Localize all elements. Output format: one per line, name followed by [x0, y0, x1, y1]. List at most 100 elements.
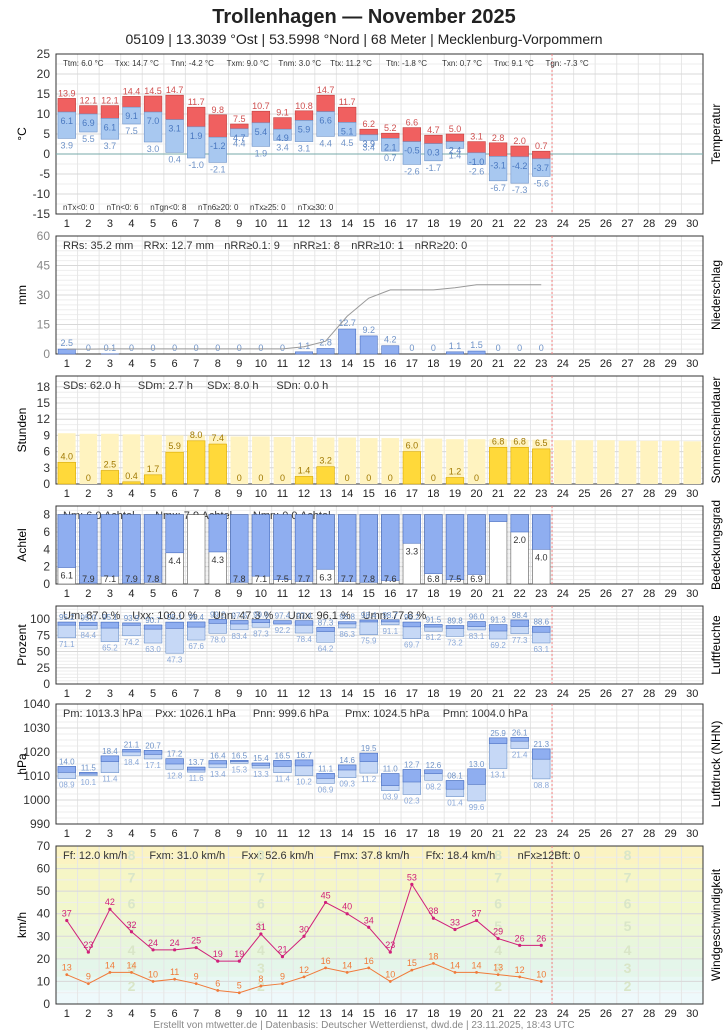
tmin-bar	[208, 136, 227, 163]
tmin-label: -1.7	[426, 163, 442, 173]
y-tick-label: 12	[37, 412, 51, 426]
mean-wind-label: 12	[515, 965, 525, 975]
pressure-max-label: 20.7	[145, 741, 161, 750]
cloud-bar	[57, 514, 76, 568]
x-tick-label: 20	[470, 218, 482, 230]
sun-label: 0	[237, 473, 242, 483]
cloud-label: 7.9	[82, 574, 95, 584]
cloud-label: 0.0	[190, 574, 203, 584]
x-tick-label: 25	[578, 488, 590, 500]
x-tick-label: 15	[363, 588, 375, 600]
humidity-upper-bar	[445, 625, 465, 629]
pressure-min-label: 08.9	[59, 781, 75, 790]
gust-label: 19	[213, 949, 223, 959]
tmin-bar	[165, 119, 184, 153]
x-tick-label: 18	[427, 358, 439, 370]
stat-label: Fxx: 52.6 km/h	[241, 850, 313, 862]
tmax-label: 3.1	[470, 132, 483, 142]
humidity-max-label: 87.3	[318, 618, 334, 627]
pressure-min-label: 99.6	[469, 803, 485, 812]
gust-point	[323, 900, 328, 905]
pressure-upper-bar	[532, 748, 551, 760]
cloud-label: 6.8	[427, 574, 440, 584]
gust-label: 37	[62, 908, 72, 918]
x-tick-label: 23	[535, 218, 547, 230]
sun-bar	[510, 446, 529, 485]
sun-bar	[532, 448, 551, 485]
x-tick-label: 14	[341, 218, 353, 230]
beaufort-label: 7	[128, 870, 136, 886]
possible-sun-bar	[467, 439, 486, 484]
gust-label: 19	[234, 949, 244, 959]
beaufort-label: 2	[494, 978, 502, 994]
x-tick-label: 1	[64, 488, 70, 500]
x-tick-label: 28	[643, 1008, 655, 1020]
mean-wind-point	[65, 973, 69, 977]
x-tick-label: 1	[64, 358, 70, 370]
sun-label: 0	[474, 473, 479, 483]
x-tick-label: 6	[172, 488, 178, 500]
plot-frame	[55, 375, 704, 485]
humidity-min-label: 77.3	[512, 636, 528, 645]
x-tick-label: 16	[384, 588, 396, 600]
plot-frame	[55, 845, 704, 1005]
y-tick-label: 15	[37, 396, 51, 410]
x-tick-label: 13	[319, 828, 331, 840]
gust-label: 26	[515, 933, 525, 943]
tmax-label: 6.6	[406, 118, 419, 128]
cloud-bar	[445, 514, 465, 580]
gust-point	[367, 925, 371, 929]
count-label: nTn6≥20: 0	[198, 203, 239, 212]
pressure-upper-bar	[100, 755, 120, 762]
x-tick-label: 7	[193, 488, 199, 500]
x-tick-label: 5	[150, 828, 156, 840]
x-tick-label: 9	[236, 828, 242, 840]
y-tick-label: -5	[39, 167, 50, 181]
y-tick-label: 8	[43, 508, 50, 522]
plot-frame	[55, 53, 704, 215]
mean-wind-label: 8	[258, 974, 263, 984]
rain-label: 2.8	[319, 337, 332, 347]
x-tick-label: 20	[470, 488, 482, 500]
mean-wind-point	[345, 971, 349, 974]
sun-label: 2.5	[104, 460, 117, 470]
cloud-bar	[294, 514, 314, 582]
x-tick-label: 18	[427, 688, 439, 700]
x-tick-label: 29	[665, 358, 677, 370]
x-tick-label: 23	[535, 488, 547, 500]
tmax-label: 10.7	[252, 101, 270, 111]
possible-sun-bar	[618, 440, 637, 484]
beaufort-label: 6	[257, 896, 265, 912]
x-tick-label: 2	[85, 488, 91, 500]
x-tick-label: 17	[406, 488, 418, 500]
x-tick-label: 9	[236, 358, 242, 370]
tmax-bar	[488, 142, 508, 157]
humidity-upper-bar	[424, 624, 443, 628]
mean-wind-point	[173, 977, 177, 981]
x-tick-label: 14	[341, 828, 353, 840]
x-tick-label: 6	[172, 588, 178, 600]
y-tick-label: 6	[43, 445, 50, 459]
rain-label: 0	[517, 343, 522, 353]
tmax-label: 14.7	[317, 85, 335, 95]
cloud-bar	[532, 514, 551, 550]
humidity-min-label: 65.2	[102, 644, 118, 653]
tmax-label: 9.8	[211, 105, 224, 115]
stat-label: Txx: 14.7 °C	[115, 59, 159, 68]
gust-point	[108, 907, 112, 911]
pressure-min-label: 17.1	[145, 761, 161, 770]
beaufort-label: 7	[624, 870, 632, 886]
x-tick-label: 26	[600, 1008, 612, 1020]
humidity-max-label: 99.0	[253, 611, 269, 620]
stat-label: Txn: 0.7 °C	[442, 59, 482, 68]
stat-label: Tnm: 3.0 °C	[278, 59, 321, 68]
sun-label: 0	[345, 473, 350, 483]
pressure-min-label: 08.2	[426, 782, 442, 791]
beaufort-label: 6	[624, 896, 632, 912]
mean-wind-label: 9	[86, 972, 91, 982]
mean-wind-point	[410, 968, 414, 972]
tmin-bar	[57, 111, 76, 139]
x-tick-label: 11	[277, 1008, 288, 1020]
tmax-bar	[532, 150, 551, 160]
